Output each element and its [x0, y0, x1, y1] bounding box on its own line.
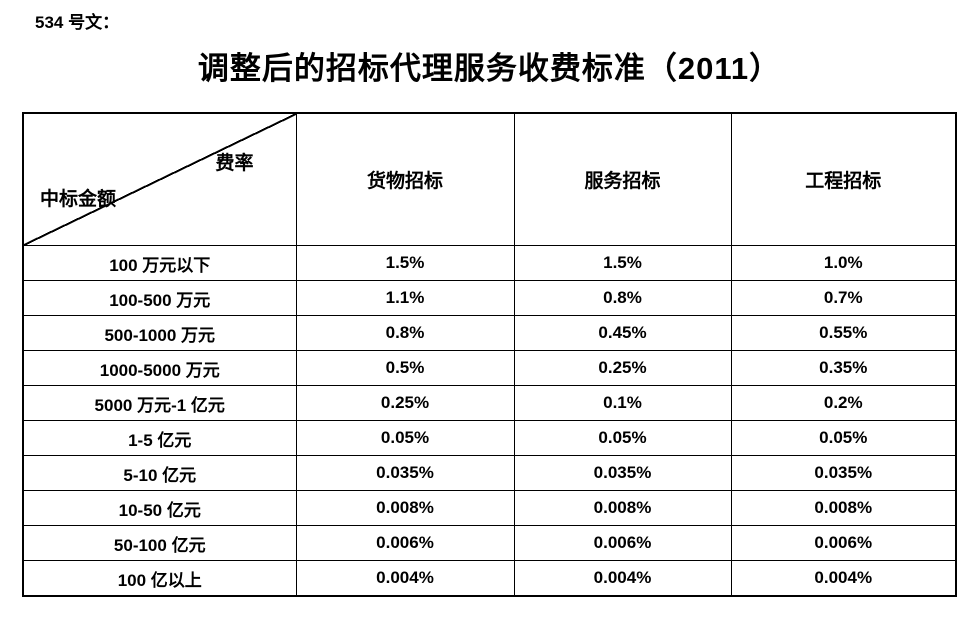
service-rate-cell: 0.006% — [513, 525, 732, 561]
column-header-engineering: 工程招标 — [730, 112, 957, 246]
engineering-rate-cell: 0.05% — [730, 420, 957, 456]
amount-cell: 5000 万元-1 亿元 — [22, 385, 297, 421]
amount-cell: 10-50 亿元 — [22, 490, 297, 526]
table-row: 100-500 万元 1.1% 0.8% 0.7% — [22, 280, 957, 316]
engineering-rate-cell: 0.006% — [730, 525, 957, 561]
service-rate-cell: 0.45% — [513, 315, 732, 351]
table-row: 100 亿以上 0.004% 0.004% 0.004% — [22, 560, 957, 597]
service-rate-cell: 0.05% — [513, 420, 732, 456]
goods-rate-cell: 1.1% — [295, 280, 515, 316]
goods-rate-cell: 0.8% — [295, 315, 515, 351]
goods-rate-cell: 0.008% — [295, 490, 515, 526]
table-row: 1-5 亿元 0.05% 0.05% 0.05% — [22, 420, 957, 456]
amount-cell: 100-500 万元 — [22, 280, 297, 316]
goods-rate-cell: 0.25% — [295, 385, 515, 421]
engineering-rate-cell: 0.55% — [730, 315, 957, 351]
table-row: 1000-5000 万元 0.5% 0.25% 0.35% — [22, 350, 957, 386]
corner-label-rate: 费率 — [215, 153, 254, 174]
column-header-goods: 货物招标 — [295, 112, 515, 246]
engineering-rate-cell: 0.2% — [730, 385, 957, 421]
engineering-rate-cell: 1.0% — [730, 245, 957, 281]
corner-label-amount: 中标金额 — [40, 189, 117, 210]
engineering-rate-cell: 0.7% — [730, 280, 957, 316]
table-body: 100 万元以下 1.5% 1.5% 1.0% 100-500 万元 1.1% 0.8% 0.… — [22, 245, 957, 597]
service-rate-cell: 0.035% — [513, 455, 732, 491]
amount-cell: 100 万元以下 — [22, 245, 297, 281]
amount-cell: 1-5 亿元 — [22, 420, 297, 456]
goods-rate-cell: 0.004% — [295, 560, 515, 597]
amount-cell: 100 亿以上 — [22, 560, 297, 597]
corner-header-cell: 费率 中标金额 — [22, 112, 297, 246]
amount-cell: 500-1000 万元 — [22, 315, 297, 351]
service-rate-cell: 0.008% — [513, 490, 732, 526]
table-row: 500-1000 万元 0.8% 0.45% 0.55% — [22, 315, 957, 351]
engineering-rate-cell: 0.35% — [730, 350, 957, 386]
page-title: 调整后的招标代理服务收费标准（2011） — [197, 51, 782, 86]
table-row: 100 万元以下 1.5% 1.5% 1.0% — [22, 245, 957, 281]
service-rate-cell: 0.25% — [513, 350, 732, 386]
goods-rate-cell: 0.05% — [295, 420, 515, 456]
service-rate-cell: 1.5% — [513, 245, 732, 281]
column-header-service: 服务招标 — [513, 112, 732, 246]
table-row: 10-50 亿元 0.008% 0.008% 0.008% — [22, 490, 957, 526]
fee-table: 费率 中标金额 货物招标 服务招标 工程招标 100 万元以下 1.5% 1.5% 1… — [22, 112, 957, 597]
amount-cell: 1000-5000 万元 — [22, 350, 297, 386]
goods-rate-cell: 0.006% — [295, 525, 515, 561]
service-rate-cell: 0.004% — [513, 560, 732, 597]
goods-rate-cell: 1.5% — [295, 245, 515, 281]
service-rate-cell: 0.1% — [513, 385, 732, 421]
engineering-rate-cell: 0.004% — [730, 560, 957, 597]
amount-cell: 5-10 亿元 — [22, 455, 297, 491]
table-row: 5-10 亿元 0.035% 0.035% 0.035% — [22, 455, 957, 491]
header-row: 费率 中标金额 货物招标 服务招标 工程招标 — [22, 112, 957, 246]
service-rate-cell: 0.8% — [513, 280, 732, 316]
goods-rate-cell: 0.5% — [295, 350, 515, 386]
goods-rate-cell: 0.035% — [295, 455, 515, 491]
doc-number-label: 534 号文： — [35, 13, 120, 32]
table-row: 5000 万元-1 亿元 0.25% 0.1% 0.2% — [22, 385, 957, 421]
engineering-rate-cell: 0.035% — [730, 455, 957, 491]
amount-cell: 50-100 亿元 — [22, 525, 297, 561]
table-row: 50-100 亿元 0.006% 0.006% 0.006% — [22, 525, 957, 561]
engineering-rate-cell: 0.008% — [730, 490, 957, 526]
